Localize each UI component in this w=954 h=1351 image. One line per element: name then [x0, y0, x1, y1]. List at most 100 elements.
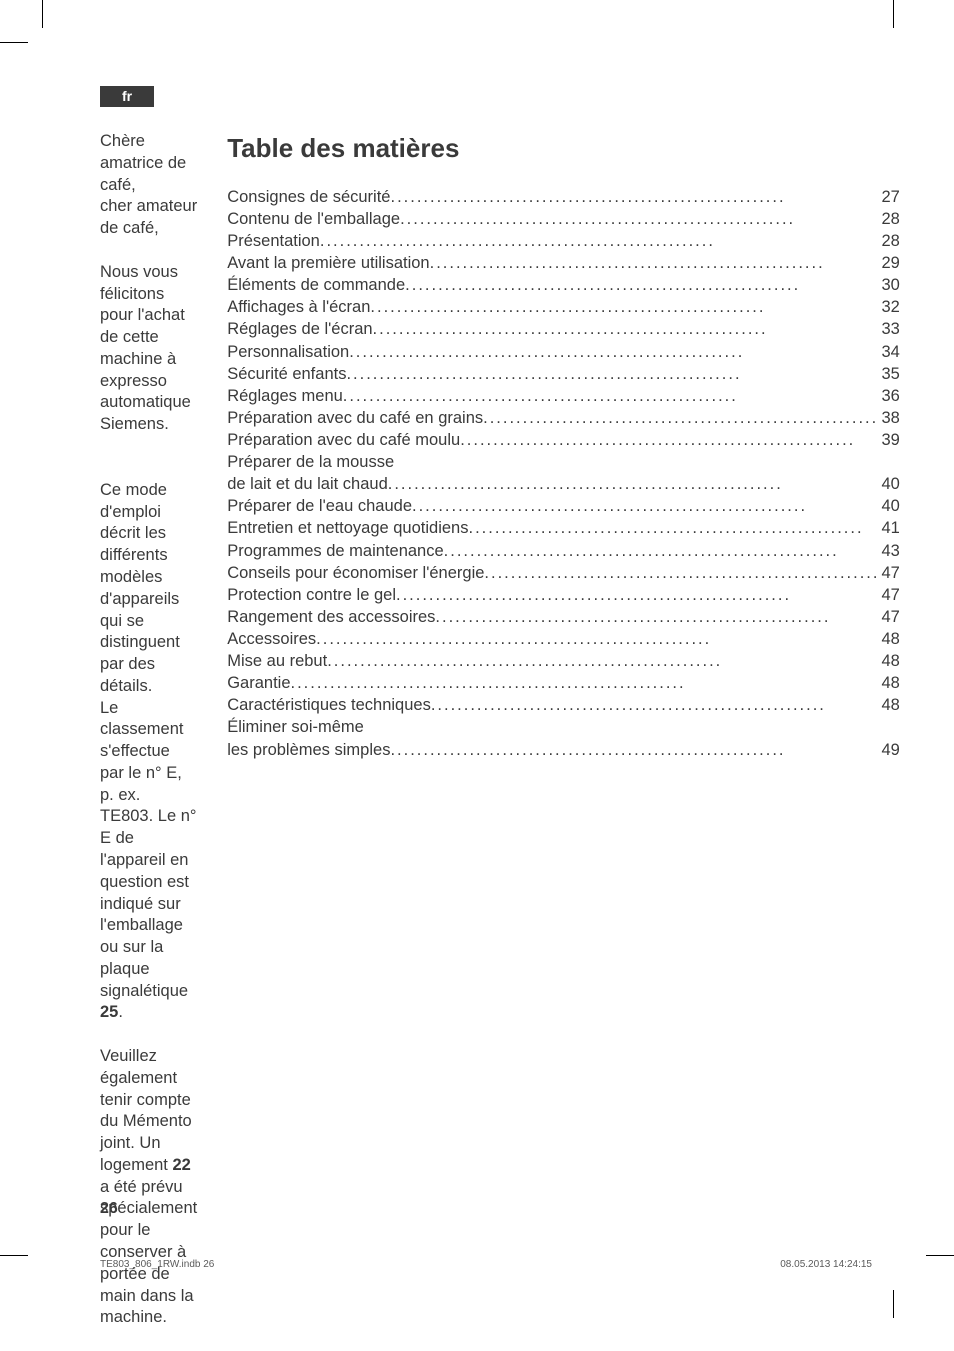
cropmark [42, 0, 43, 28]
toc-label: Présentation [227, 230, 320, 252]
toc-row: Affichages à l'écran ...................… [227, 296, 900, 318]
toc-page: 48 [879, 672, 899, 694]
toc-row: Réglages de l'écran.....................… [227, 318, 900, 340]
toc-leader-dots: ........................................… [349, 341, 879, 363]
toc-row: Programmes de maintenance ..............… [227, 540, 900, 562]
toc-row: Préparation avec du café en grains......… [227, 407, 900, 429]
toc-leader-dots: ........................................… [460, 429, 879, 451]
toc-label: Éliminer soi-même [227, 716, 364, 738]
toc-page: 40 [879, 495, 899, 517]
toc-leader-dots: ........................................… [444, 540, 880, 562]
intro-paragraph-3: Veuillez également tenir compte du Mémen… [100, 1046, 197, 1329]
cropmark [0, 1255, 28, 1256]
toc-page: 48 [879, 694, 899, 716]
toc-column: Table des matières Consignes de sécurité… [227, 131, 900, 1351]
toc-label: Réglages menu [227, 385, 343, 407]
toc-leader-dots: ........................................… [390, 186, 879, 208]
cropmark [893, 0, 894, 28]
toc-label: Mise au rebut [227, 650, 327, 672]
toc-label: Accessoires [227, 628, 316, 650]
toc-row: Réglages menu ..........................… [227, 385, 900, 407]
toc-page: 30 [879, 274, 899, 296]
toc-label: Contenu de l'emballage [227, 208, 400, 230]
ref-number: 25 [100, 1003, 118, 1021]
toc-row: Personnalisation........................… [227, 341, 900, 363]
toc-leader-dots: ........................................… [370, 296, 879, 318]
toc-label: Préparer de l'eau chaude [227, 495, 412, 517]
toc-row: Présentation ...........................… [227, 230, 900, 252]
toc-label: les problèmes simples [227, 739, 390, 761]
toc-label: Garantie [227, 672, 290, 694]
text: Veuillez également tenir compte du Mémen… [100, 1047, 192, 1174]
toc-row: Caractéristiques techniques.............… [227, 694, 900, 716]
toc-page: 48 [879, 628, 899, 650]
toc-row: Préparer de la mousse...................… [227, 451, 900, 473]
page: fr Chère amatrice de café, cher amateur … [0, 0, 954, 1318]
toc-leader-dots: ........................................… [343, 385, 880, 407]
toc-row: Entretien et nettoyage quotidiens.......… [227, 517, 900, 539]
intro-paragraph-2b: Le classement s'effectue par le n° E, p.… [100, 698, 197, 1024]
toc-row: Sécurité enfants........................… [227, 363, 900, 385]
toc-page: 40 [879, 473, 899, 495]
toc-label: Rangement des accessoires [227, 606, 435, 628]
toc-leader-dots: ........................................… [431, 694, 880, 716]
toc-row: Avant la première utilisation ..........… [227, 252, 900, 274]
toc-label: Protection contre le gel [227, 584, 396, 606]
intro-column: Chère amatrice de café, cher amateur de … [100, 131, 197, 1351]
cropmark [926, 1255, 954, 1256]
toc-leader-dots: ........................................… [390, 739, 879, 761]
toc-page: 49 [879, 739, 899, 761]
toc-label: Préparer de la mousse [227, 451, 394, 473]
toc-row: les problèmes simples...................… [227, 739, 900, 761]
toc-leader-dots: ........................................… [468, 517, 879, 539]
toc-page: 27 [879, 186, 899, 208]
toc-list: Consignes de sécurité...................… [227, 186, 900, 761]
toc-leader-dots: ........................................… [291, 672, 880, 694]
toc-page: 47 [879, 584, 899, 606]
toc-label: Conseils pour économiser l'énergie [227, 562, 484, 584]
toc-leader-dots: ........................................… [412, 495, 879, 517]
toc-leader-dots: ........................................… [346, 363, 879, 385]
cropmark [0, 42, 28, 43]
text: . [118, 1003, 123, 1021]
ref-number: 22 [172, 1156, 190, 1174]
toc-label: Préparation avec du café en grains [227, 407, 483, 429]
toc-title: Table des matières [227, 131, 900, 166]
toc-row: Protection contre le gel ...............… [227, 584, 900, 606]
toc-leader-dots: ........................................… [320, 230, 880, 252]
toc-leader-dots: ........................................… [316, 628, 879, 650]
toc-page: 28 [879, 230, 899, 252]
toc-page: 48 [879, 650, 899, 672]
toc-row: Conseils pour économiser l'énergie .....… [227, 562, 900, 584]
toc-label: Sécurité enfants [227, 363, 346, 385]
toc-leader-dots: ........................................… [405, 274, 879, 296]
toc-page: 32 [879, 296, 899, 318]
greeting: Chère amatrice de café, cher amateur de … [100, 131, 197, 240]
toc-row: Éliminer soi-même.......................… [227, 716, 900, 738]
intro-paragraph-1: Nous vous félicitons pour l'achat de cet… [100, 262, 197, 436]
page-number: 26 [100, 1200, 118, 1218]
toc-label: Préparation avec du café moulu [227, 429, 460, 451]
toc-row: Mise au rebut...........................… [227, 650, 900, 672]
toc-page: 28 [879, 208, 899, 230]
toc-leader-dots: ........................................… [435, 606, 879, 628]
toc-page: 34 [879, 341, 899, 363]
greeting-line-1: Chère amatrice de café, [100, 132, 186, 194]
toc-label: Programmes de maintenance [227, 540, 443, 562]
toc-leader-dots: ........................................… [483, 407, 879, 429]
toc-label: Affichages à l'écran [227, 296, 370, 318]
toc-page: 36 [879, 385, 899, 407]
toc-leader-dots: ........................................… [396, 584, 880, 606]
toc-row: Contenu de l'emballage..................… [227, 208, 900, 230]
toc-leader-dots: ........................................… [430, 252, 880, 274]
toc-row: Garantie................................… [227, 672, 900, 694]
toc-label: Consignes de sécurité [227, 186, 390, 208]
toc-leader-dots: ........................................… [388, 473, 880, 495]
toc-row: Consignes de sécurité...................… [227, 186, 900, 208]
toc-page: 41 [879, 517, 899, 539]
toc-leader-dots: ........................................… [373, 318, 880, 340]
intro-paragraph-2a: Ce mode d'emploi décrit les différents m… [100, 480, 197, 698]
toc-label: Entretien et nettoyage quotidiens [227, 517, 468, 539]
toc-row: Rangement des accessoires...............… [227, 606, 900, 628]
toc-label: Éléments de commande [227, 274, 405, 296]
